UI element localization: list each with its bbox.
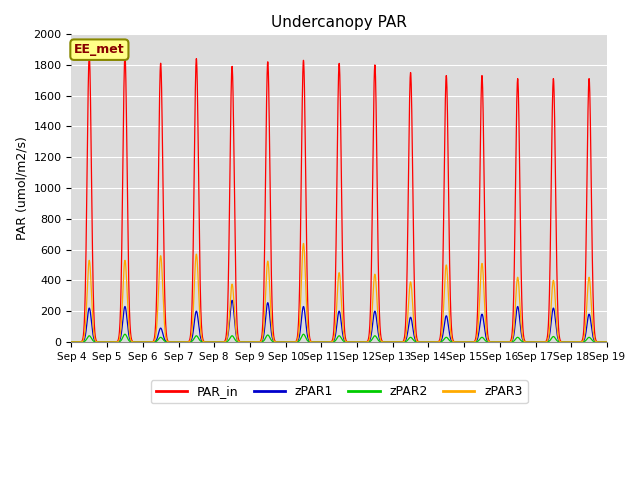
Line: PAR_in: PAR_in: [72, 56, 607, 342]
zPAR2: [535, 339, 543, 345]
zPAR2: [121, 331, 129, 337]
Legend: PAR_in, zPAR1, zPAR2, zPAR3: PAR_in, zPAR1, zPAR2, zPAR3: [151, 381, 527, 404]
Text: EE_met: EE_met: [74, 43, 125, 56]
PAR_in: [68, 339, 76, 345]
PAR_in: [129, 338, 136, 344]
Line: zPAR3: zPAR3: [72, 243, 607, 342]
zPAR2: [68, 339, 76, 345]
Line: zPAR1: zPAR1: [72, 300, 607, 342]
PAR_in: [296, 254, 304, 260]
PAR_in: [85, 53, 93, 59]
zPAR1: [593, 339, 600, 345]
zPAR3: [129, 339, 136, 345]
zPAR3: [593, 339, 600, 345]
PAR_in: [273, 339, 281, 345]
zPAR3: [603, 339, 611, 345]
Line: zPAR2: zPAR2: [72, 334, 607, 342]
zPAR3: [300, 240, 307, 246]
zPAR1: [273, 339, 281, 345]
zPAR2: [296, 337, 304, 343]
zPAR1: [161, 336, 168, 341]
Y-axis label: PAR (umol/m2/s): PAR (umol/m2/s): [15, 136, 28, 240]
zPAR3: [296, 313, 304, 319]
zPAR3: [273, 339, 280, 345]
zPAR1: [129, 339, 136, 345]
zPAR2: [603, 339, 611, 345]
zPAR1: [535, 339, 543, 345]
zPAR1: [228, 298, 236, 303]
zPAR2: [593, 339, 600, 345]
PAR_in: [603, 339, 611, 345]
zPAR1: [68, 339, 76, 345]
zPAR2: [161, 338, 168, 344]
PAR_in: [593, 338, 600, 344]
zPAR3: [68, 339, 76, 345]
zPAR1: [603, 339, 611, 345]
zPAR1: [296, 328, 304, 334]
PAR_in: [535, 339, 543, 345]
Title: Undercanopy PAR: Undercanopy PAR: [271, 15, 407, 30]
zPAR2: [129, 339, 136, 345]
zPAR3: [161, 318, 168, 324]
zPAR2: [273, 339, 281, 345]
PAR_in: [161, 280, 168, 286]
zPAR3: [535, 339, 543, 345]
